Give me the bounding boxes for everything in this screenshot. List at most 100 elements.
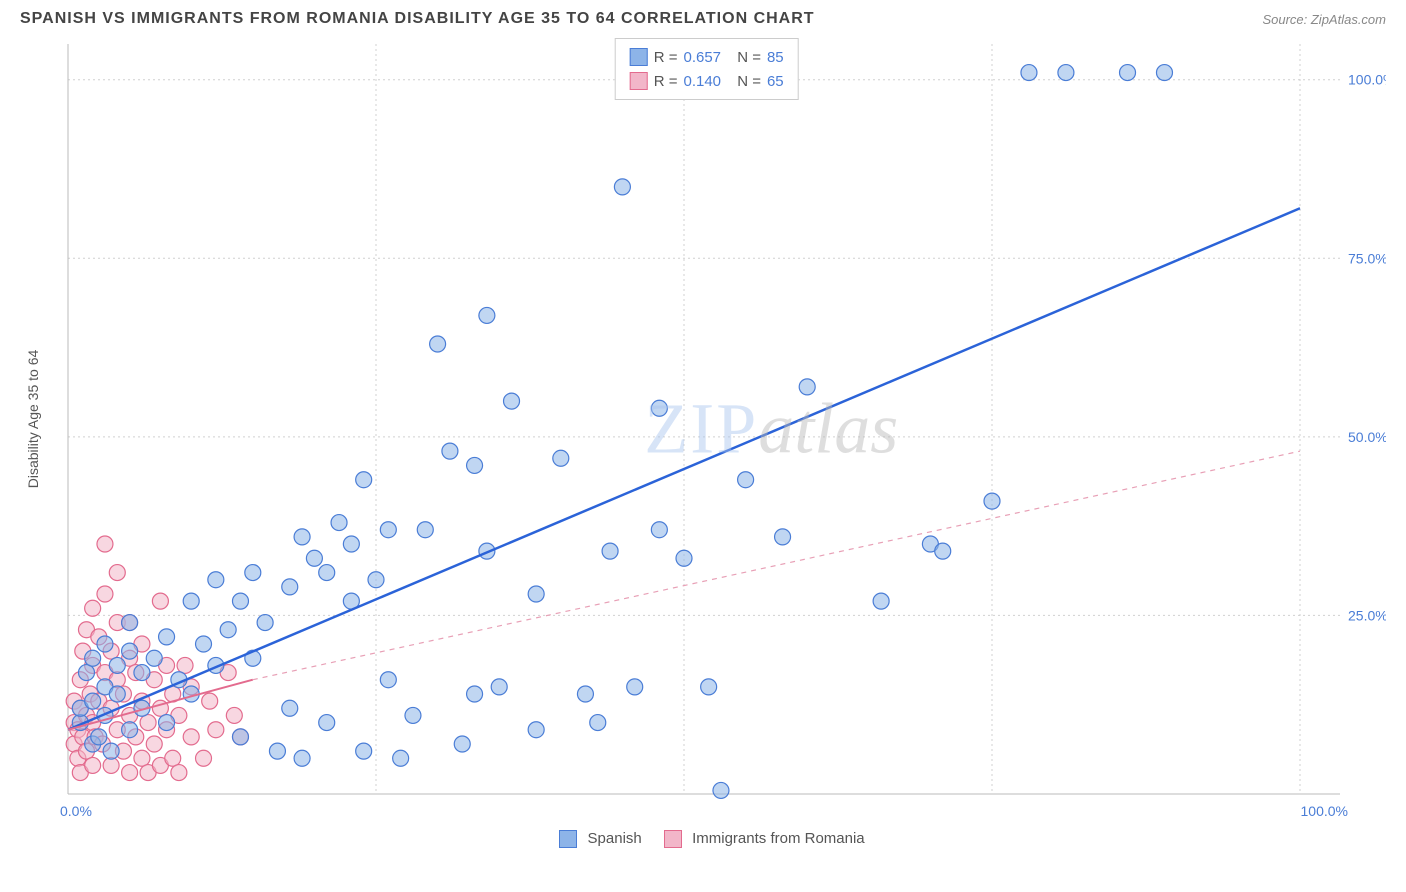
y-tick-label: 100.0% <box>1348 72 1386 88</box>
data-point <box>208 572 224 588</box>
data-point <box>577 686 593 702</box>
data-point <box>159 715 175 731</box>
data-point <box>78 665 94 681</box>
data-point <box>380 672 396 688</box>
data-point <box>1120 65 1136 81</box>
legend-row-spanish: R = 0.657 N = 85 <box>630 45 784 69</box>
data-point <box>701 679 717 695</box>
data-point <box>91 729 107 745</box>
chart-container: 25.0%50.0%75.0%100.0%0.0%100.0%Disabilit… <box>20 34 1386 824</box>
data-point <box>183 593 199 609</box>
legend-swatch-pink <box>630 72 648 90</box>
data-point <box>103 743 119 759</box>
data-point <box>602 543 618 559</box>
data-point <box>152 593 168 609</box>
data-point <box>202 693 218 709</box>
y-tick-label: 25.0% <box>1348 607 1386 623</box>
data-point <box>614 179 630 195</box>
data-point <box>232 729 248 745</box>
data-point <box>528 586 544 602</box>
data-point <box>122 765 138 781</box>
data-point <box>294 529 310 545</box>
data-point <box>356 472 372 488</box>
legend-swatch-pink <box>664 830 682 848</box>
data-point <box>343 536 359 552</box>
data-point <box>122 643 138 659</box>
data-point <box>232 593 248 609</box>
data-point <box>183 729 199 745</box>
legend-swatch-blue <box>630 48 648 66</box>
data-point <box>85 650 101 666</box>
data-point <box>590 715 606 731</box>
data-point <box>738 472 754 488</box>
data-point <box>97 536 113 552</box>
data-point <box>109 565 125 581</box>
data-point <box>331 515 347 531</box>
data-point <box>319 715 335 731</box>
data-point <box>1058 65 1074 81</box>
data-point <box>159 629 175 645</box>
trend-line-romania-extrapolated <box>253 451 1300 680</box>
header: SPANISH VS IMMIGRANTS FROM ROMANIA DISAB… <box>0 0 1406 34</box>
data-point <box>282 579 298 595</box>
data-point <box>417 522 433 538</box>
data-point <box>85 600 101 616</box>
data-point <box>165 750 181 766</box>
trend-line-spanish <box>68 208 1300 729</box>
data-point <box>553 450 569 466</box>
data-point <box>627 679 643 695</box>
data-point <box>454 736 470 752</box>
data-point <box>294 750 310 766</box>
data-point <box>196 750 212 766</box>
data-point <box>109 657 125 673</box>
y-tick-label: 50.0% <box>1348 429 1386 445</box>
data-point <box>380 522 396 538</box>
data-point <box>134 665 150 681</box>
data-point <box>935 543 951 559</box>
data-point <box>146 736 162 752</box>
y-tick-label: 75.0% <box>1348 250 1386 266</box>
data-point <box>122 615 138 631</box>
legend-row-romania: R = 0.140 N = 65 <box>630 69 784 93</box>
data-point <box>1021 65 1037 81</box>
data-point <box>405 707 421 723</box>
data-point <box>651 522 667 538</box>
data-point <box>356 743 372 759</box>
data-point <box>109 686 125 702</box>
data-point <box>467 686 483 702</box>
data-point <box>319 565 335 581</box>
data-point <box>984 493 1000 509</box>
data-point <box>282 700 298 716</box>
data-point <box>245 565 261 581</box>
data-point <box>799 379 815 395</box>
data-point <box>651 400 667 416</box>
data-point <box>504 393 520 409</box>
data-point <box>226 707 242 723</box>
data-point <box>103 757 119 773</box>
data-point <box>171 765 187 781</box>
data-point <box>368 572 384 588</box>
data-point <box>442 443 458 459</box>
data-point <box>873 593 889 609</box>
data-point <box>713 782 729 798</box>
data-point <box>528 722 544 738</box>
data-point <box>85 693 101 709</box>
legend-series: Spanish Immigrants from Romania <box>0 824 1406 854</box>
data-point <box>134 750 150 766</box>
source-attribution: Source: ZipAtlas.com <box>1262 12 1386 27</box>
data-point <box>430 336 446 352</box>
data-point <box>1156 65 1172 81</box>
data-point <box>491 679 507 695</box>
data-point <box>676 550 692 566</box>
data-point <box>122 722 138 738</box>
data-point <box>146 650 162 666</box>
data-point <box>467 457 483 473</box>
legend-swatch-blue <box>559 830 577 848</box>
scatter-chart: 25.0%50.0%75.0%100.0%0.0%100.0%Disabilit… <box>20 34 1386 824</box>
data-point <box>775 529 791 545</box>
data-point <box>479 307 495 323</box>
data-point <box>196 636 212 652</box>
data-point <box>85 757 101 773</box>
y-axis-title: Disability Age 35 to 64 <box>25 350 41 489</box>
x-tick-label: 0.0% <box>60 803 92 819</box>
